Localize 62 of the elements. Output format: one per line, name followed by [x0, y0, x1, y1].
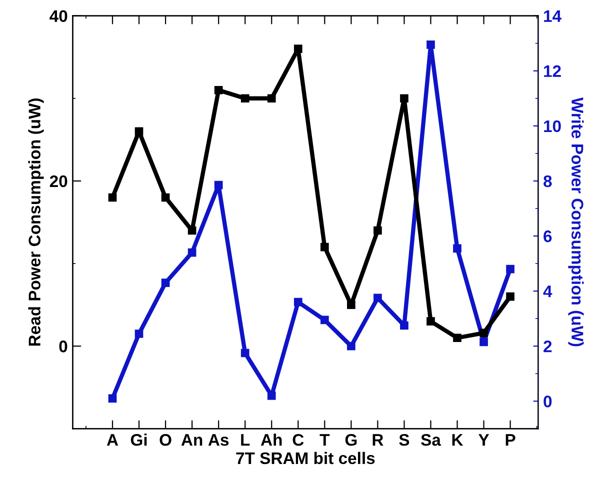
x-tick-label: K	[452, 434, 464, 446]
x-tick-label: R	[372, 434, 384, 446]
y2-tick-label: 12	[544, 65, 561, 77]
point	[214, 86, 223, 94]
y2-tick-label: 0	[544, 396, 552, 408]
x-tick-label: O	[160, 434, 172, 446]
x-axis-title: 7T SRAM bit cells	[236, 452, 375, 464]
point	[347, 300, 356, 310]
x-tick-label: An	[181, 434, 202, 446]
point	[426, 317, 435, 326]
point	[480, 328, 488, 338]
x-tick-label: As	[208, 434, 229, 446]
x-tick-label: Y	[478, 434, 490, 446]
point	[400, 94, 408, 103]
y2-tick-label: 6	[544, 230, 552, 242]
point	[134, 127, 144, 136]
point	[453, 244, 462, 253]
point	[347, 342, 356, 350]
point	[240, 348, 250, 358]
point	[374, 294, 382, 302]
point	[108, 193, 117, 202]
point	[214, 180, 223, 190]
point	[480, 338, 488, 346]
x-tick-label: T	[320, 434, 330, 446]
point	[426, 40, 435, 49]
point	[108, 394, 117, 403]
x-tick-label: A	[106, 434, 118, 446]
x-tick-label: Ah	[260, 434, 282, 446]
point	[134, 330, 144, 338]
y-tick-label: 0	[59, 340, 68, 352]
point	[161, 278, 170, 287]
x-tick-label: G	[345, 434, 357, 446]
y2-tick-label: 8	[544, 175, 552, 188]
point	[294, 44, 302, 54]
point	[506, 264, 514, 274]
point	[267, 392, 276, 400]
y2-tick-label: 14	[544, 10, 562, 22]
point	[240, 94, 250, 103]
point	[400, 321, 408, 330]
x-tick-label: P	[506, 434, 516, 446]
point	[188, 226, 196, 235]
point	[374, 226, 382, 235]
y2-tick-label: 4	[543, 286, 552, 298]
x-tick-label: L	[241, 434, 250, 446]
point	[320, 316, 329, 324]
y-tick-label: 20	[50, 175, 68, 188]
y2-tick-label: 10	[544, 120, 561, 132]
y-tick-label: 40	[50, 10, 68, 22]
y2-tick-label: 2	[544, 340, 552, 352]
point	[453, 334, 462, 342]
point	[506, 292, 514, 301]
x-tick-label: Sa	[421, 434, 442, 446]
x-tick-label: S	[399, 434, 410, 446]
y2-axis-title: Write Power Consumption (uW)	[568, 97, 584, 346]
point	[188, 248, 196, 257]
x-tick-label: Gi	[130, 434, 147, 446]
x-tick-label: C	[292, 434, 304, 446]
point	[161, 193, 170, 202]
y-axis-title: Read Power Consumption (uW)	[28, 98, 44, 346]
point	[320, 242, 329, 252]
point	[267, 94, 276, 103]
point	[294, 298, 302, 306]
